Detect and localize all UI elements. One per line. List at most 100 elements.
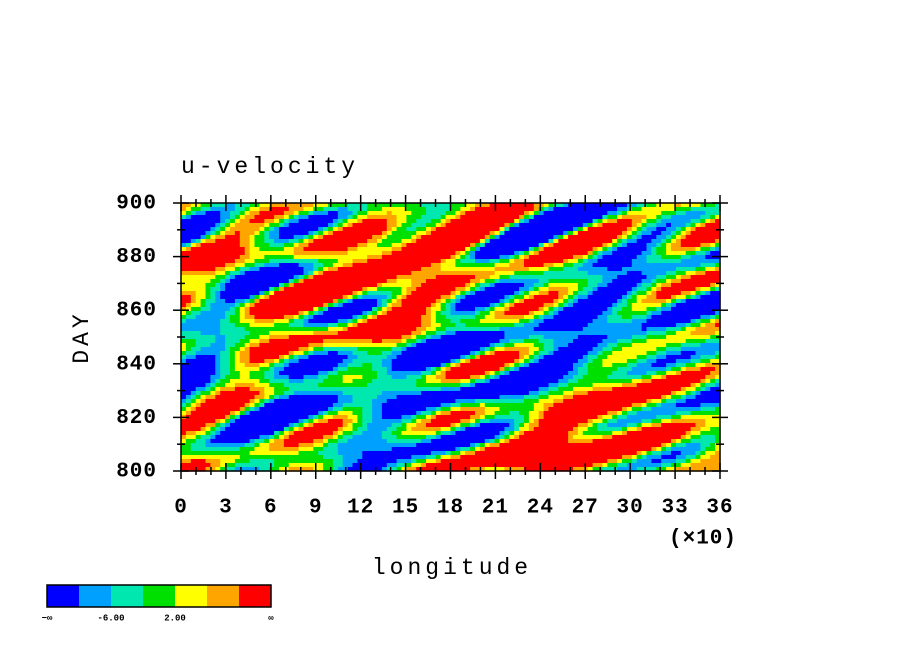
field-cell bbox=[465, 339, 471, 344]
field-cell bbox=[210, 339, 216, 344]
field-cell bbox=[323, 307, 329, 312]
field-cell bbox=[244, 263, 251, 268]
field-cell bbox=[352, 299, 358, 304]
field-cell bbox=[283, 271, 290, 276]
field-cell bbox=[675, 231, 682, 236]
field-cell bbox=[582, 315, 589, 320]
field-cell bbox=[548, 275, 554, 280]
field-cell bbox=[465, 311, 471, 316]
field-cell bbox=[563, 359, 569, 364]
field-cell bbox=[264, 335, 270, 340]
field-cell bbox=[597, 335, 603, 340]
field-cell bbox=[264, 271, 270, 276]
field-cell bbox=[504, 359, 510, 364]
field-cell bbox=[362, 259, 368, 264]
field-cell bbox=[514, 283, 520, 288]
field-cell bbox=[239, 255, 246, 260]
field-cell bbox=[475, 263, 481, 268]
field-cell bbox=[563, 355, 569, 360]
field-cell bbox=[563, 379, 569, 384]
field-cell bbox=[494, 211, 501, 216]
field-cell bbox=[563, 343, 569, 348]
field-cell bbox=[421, 299, 427, 304]
field-cell bbox=[509, 283, 515, 288]
field-cell bbox=[587, 343, 594, 348]
field-cell bbox=[274, 239, 280, 244]
field-cell bbox=[455, 291, 461, 296]
field-cell bbox=[553, 235, 559, 240]
field-cell bbox=[430, 307, 437, 312]
field-cell bbox=[200, 263, 207, 268]
field-cell bbox=[190, 287, 197, 292]
field-cell bbox=[700, 327, 706, 332]
field-cell bbox=[680, 263, 687, 268]
field-cell bbox=[259, 219, 265, 224]
field-cell bbox=[440, 251, 447, 256]
field-cell bbox=[185, 315, 192, 320]
field-cell bbox=[239, 283, 246, 288]
field-cell bbox=[254, 287, 260, 292]
field-cell bbox=[607, 359, 613, 364]
field-cell bbox=[705, 207, 711, 212]
field-cell bbox=[220, 311, 226, 316]
field-cell bbox=[313, 339, 319, 344]
field-cell bbox=[465, 335, 471, 340]
field-cell bbox=[563, 223, 569, 228]
field-cell bbox=[553, 215, 559, 220]
field-cell bbox=[205, 367, 211, 372]
field-cell bbox=[622, 215, 628, 220]
field-cell bbox=[181, 207, 187, 212]
field-cell bbox=[519, 375, 525, 380]
field-cell bbox=[607, 327, 613, 332]
field-cell bbox=[641, 335, 648, 340]
field-cell bbox=[259, 235, 265, 240]
field-cell bbox=[528, 351, 535, 356]
field-cell bbox=[489, 315, 496, 320]
field-cell bbox=[602, 303, 608, 308]
field-cell bbox=[705, 243, 711, 248]
field-cell bbox=[612, 267, 618, 272]
field-cell bbox=[661, 299, 667, 304]
field-cell bbox=[225, 299, 231, 304]
field-cell bbox=[538, 335, 545, 340]
field-cell bbox=[671, 291, 677, 296]
field-cell bbox=[435, 375, 442, 380]
field-cell bbox=[445, 251, 452, 256]
field-cell bbox=[568, 295, 574, 300]
field-cell bbox=[538, 243, 545, 248]
field-cell bbox=[234, 343, 241, 348]
field-cell bbox=[519, 287, 525, 292]
field-cell bbox=[656, 367, 662, 372]
field-cell bbox=[607, 355, 613, 360]
field-cell bbox=[582, 379, 589, 384]
field-cell bbox=[234, 347, 241, 352]
field-cell bbox=[288, 319, 295, 324]
field-cell bbox=[185, 215, 192, 220]
field-cell bbox=[181, 223, 187, 228]
field-cell bbox=[666, 251, 672, 256]
field-cell bbox=[254, 367, 260, 372]
field-cell bbox=[332, 351, 339, 356]
field-cell bbox=[568, 239, 574, 244]
field-cell bbox=[445, 211, 452, 216]
field-cell bbox=[303, 271, 309, 276]
field-cell bbox=[298, 215, 305, 220]
field-cell bbox=[195, 247, 202, 252]
field-cell bbox=[470, 379, 476, 384]
field-cell bbox=[318, 227, 324, 232]
field-cell bbox=[185, 271, 192, 276]
field-cell bbox=[661, 287, 667, 292]
field-cell bbox=[450, 379, 456, 384]
field-cell bbox=[200, 339, 207, 344]
field-cell bbox=[391, 235, 398, 240]
field-cell bbox=[239, 307, 246, 312]
field-cell bbox=[308, 247, 314, 252]
field-cell bbox=[293, 283, 300, 288]
field-cell bbox=[244, 247, 251, 252]
field-cell bbox=[489, 295, 496, 300]
field-cell bbox=[249, 379, 256, 384]
field-cell bbox=[695, 351, 701, 356]
field-cell bbox=[367, 315, 373, 320]
field-cell bbox=[416, 315, 422, 320]
field-cell bbox=[259, 247, 265, 252]
